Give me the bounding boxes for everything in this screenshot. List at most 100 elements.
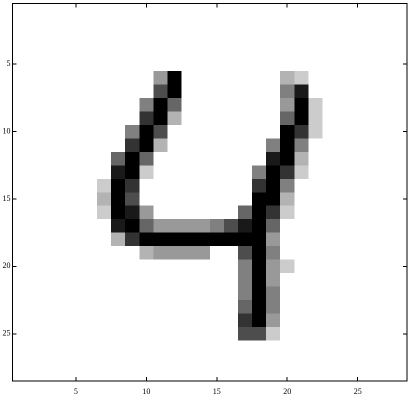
pixel bbox=[182, 138, 197, 152]
pixel bbox=[167, 273, 182, 287]
pixel bbox=[167, 71, 182, 85]
pixel bbox=[294, 219, 309, 233]
pixel bbox=[294, 327, 309, 341]
pixel bbox=[266, 219, 281, 233]
pixel bbox=[125, 138, 140, 152]
pixel bbox=[111, 260, 126, 274]
pixel bbox=[83, 30, 98, 44]
pixel bbox=[41, 287, 56, 301]
pixel bbox=[393, 152, 408, 166]
pixel bbox=[351, 57, 366, 71]
pixel bbox=[55, 273, 70, 287]
pixel bbox=[139, 219, 154, 233]
pixel bbox=[13, 219, 28, 233]
pixel bbox=[182, 152, 197, 166]
pixel bbox=[55, 84, 70, 98]
pixel bbox=[365, 138, 380, 152]
pixel bbox=[266, 179, 281, 193]
pixel bbox=[111, 314, 126, 328]
pixel bbox=[55, 165, 70, 179]
pixel bbox=[27, 57, 42, 71]
pixel bbox=[337, 354, 352, 368]
pixel bbox=[41, 165, 56, 179]
pixel bbox=[182, 111, 197, 125]
pixel bbox=[238, 30, 253, 44]
y-tick-label: 5 bbox=[7, 59, 11, 68]
pixel bbox=[167, 192, 182, 206]
pixel bbox=[280, 273, 295, 287]
pixel bbox=[125, 260, 140, 274]
y-tick-label: 10 bbox=[3, 126, 11, 135]
pixel bbox=[41, 327, 56, 341]
pixel bbox=[238, 179, 253, 193]
pixel bbox=[196, 206, 211, 220]
pixel bbox=[83, 57, 98, 71]
pixel bbox=[308, 30, 323, 44]
pixel bbox=[139, 273, 154, 287]
pixel bbox=[210, 71, 225, 85]
pixel bbox=[322, 300, 337, 314]
pixel bbox=[238, 111, 253, 125]
pixel bbox=[393, 30, 408, 44]
pixel bbox=[139, 354, 154, 368]
pixel bbox=[196, 57, 211, 71]
pixel bbox=[322, 44, 337, 58]
pixel bbox=[125, 165, 140, 179]
pixel bbox=[294, 4, 309, 18]
pixel bbox=[182, 368, 197, 382]
pixel bbox=[252, 165, 267, 179]
pixel bbox=[308, 4, 323, 18]
pixel bbox=[125, 206, 140, 220]
pixel bbox=[238, 206, 253, 220]
pixel bbox=[196, 30, 211, 44]
pixel bbox=[167, 179, 182, 193]
pixel bbox=[97, 17, 112, 31]
pixel bbox=[365, 192, 380, 206]
pixel bbox=[379, 165, 394, 179]
pixel bbox=[294, 206, 309, 220]
pixel bbox=[308, 138, 323, 152]
pixel bbox=[83, 111, 98, 125]
pixel bbox=[238, 287, 253, 301]
pixel bbox=[365, 71, 380, 85]
pixel bbox=[252, 125, 267, 139]
pixel bbox=[83, 260, 98, 274]
pixel bbox=[308, 233, 323, 247]
pixel bbox=[111, 98, 126, 112]
pixel bbox=[266, 84, 281, 98]
pixel bbox=[224, 219, 239, 233]
pixel bbox=[322, 84, 337, 98]
pixel bbox=[351, 71, 366, 85]
pixel bbox=[224, 138, 239, 152]
pixel bbox=[224, 179, 239, 193]
pixel bbox=[224, 111, 239, 125]
pixel bbox=[308, 246, 323, 260]
pixel bbox=[125, 17, 140, 31]
pixel bbox=[351, 125, 366, 139]
pixel bbox=[379, 314, 394, 328]
pixel bbox=[280, 138, 295, 152]
pixel bbox=[238, 327, 253, 341]
pixel bbox=[111, 192, 126, 206]
pixel bbox=[322, 125, 337, 139]
pixel bbox=[55, 327, 70, 341]
pixel bbox=[69, 314, 84, 328]
pixel bbox=[69, 327, 84, 341]
pixel bbox=[167, 341, 182, 355]
pixel bbox=[379, 125, 394, 139]
pixel bbox=[55, 98, 70, 112]
pixel bbox=[55, 246, 70, 260]
pixel bbox=[365, 84, 380, 98]
pixel bbox=[210, 219, 225, 233]
pixel bbox=[393, 273, 408, 287]
pixel bbox=[196, 71, 211, 85]
pixel bbox=[393, 300, 408, 314]
pixel bbox=[238, 354, 253, 368]
pixel bbox=[111, 138, 126, 152]
pixel bbox=[365, 314, 380, 328]
pixel bbox=[210, 138, 225, 152]
pixel bbox=[125, 341, 140, 355]
pixel bbox=[83, 152, 98, 166]
pixel bbox=[153, 246, 168, 260]
pixel bbox=[13, 138, 28, 152]
